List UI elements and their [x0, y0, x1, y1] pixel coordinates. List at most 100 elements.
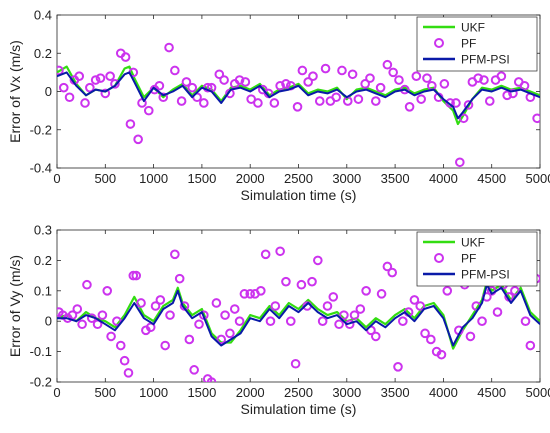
- pf-marker: [77, 319, 87, 330]
- pf-marker: [90, 75, 101, 85]
- pf-marker: [82, 279, 92, 290]
- data-layer: [57, 42, 540, 168]
- pf-marker: [353, 94, 364, 104]
- pf-marker: [67, 310, 78, 320]
- pf-marker: [416, 94, 426, 104]
- pf-marker: [123, 368, 134, 378]
- pf-marker: [361, 286, 371, 296]
- pf-marker: [199, 98, 209, 108]
- pf-marker: [260, 249, 271, 260]
- pf-marker: [158, 92, 169, 103]
- pf-marker: [388, 67, 398, 78]
- pf-marker: [525, 340, 536, 351]
- pf-marker: [102, 286, 113, 296]
- legend-label: PF: [461, 252, 476, 266]
- series-line-ukf: [57, 65, 540, 126]
- x-tick-label: 5000: [526, 385, 550, 400]
- pf-marker: [150, 301, 161, 311]
- pf-marker: [64, 92, 75, 103]
- x-tick-label: 2000: [236, 385, 265, 400]
- pf-marker: [439, 79, 450, 89]
- y-axis-label: Error of Vy (m/s): [7, 255, 23, 357]
- pf-marker: [313, 255, 323, 266]
- pf-marker: [155, 295, 166, 305]
- pf-marker: [520, 316, 531, 327]
- pf-marker: [370, 96, 381, 106]
- x-tick-label: 500: [94, 385, 116, 400]
- pf-marker: [105, 71, 115, 81]
- pf-marker: [382, 59, 393, 70]
- x-tick-label: 1000: [139, 171, 168, 186]
- pf-marker: [314, 96, 325, 106]
- pf-marker: [270, 301, 281, 311]
- pf-marker: [317, 316, 328, 327]
- pf-marker: [58, 82, 69, 93]
- pf-marker: [253, 98, 263, 108]
- pf-marker: [334, 319, 344, 330]
- pf-marker: [275, 80, 285, 91]
- pf-marker: [510, 286, 520, 296]
- pf-marker: [308, 71, 318, 81]
- pf-marker: [206, 377, 217, 382]
- x-tick-label: 3000: [332, 171, 361, 186]
- pf-marker: [115, 340, 126, 351]
- pf-marker: [97, 310, 108, 320]
- pf-marker: [100, 88, 111, 99]
- x-tick-label: 1000: [139, 385, 168, 400]
- pf-marker: [382, 261, 393, 272]
- series-line-pfm-psi: [57, 71, 540, 120]
- pf-marker: [420, 328, 430, 339]
- x-tick-label: 1500: [187, 171, 216, 186]
- pf-marker: [106, 331, 116, 342]
- pf-marker: [72, 304, 83, 314]
- series-line-pfm-psi: [57, 283, 540, 347]
- x-tick-label: 500: [94, 171, 116, 186]
- pf-marker: [331, 92, 341, 103]
- pf-marker: [189, 365, 199, 375]
- y-tick-label: -0.2: [30, 375, 52, 390]
- pf-marker: [519, 80, 530, 91]
- x-tick-label: 4000: [429, 385, 458, 400]
- pf-marker: [473, 73, 483, 83]
- pf-marker: [112, 316, 122, 327]
- pf-marker: [365, 73, 375, 83]
- pf-marker: [265, 316, 276, 327]
- pf-marker: [80, 98, 90, 108]
- pf-marker: [445, 98, 455, 108]
- pf-marker: [451, 98, 461, 108]
- pf-marker: [322, 301, 333, 311]
- x-tick-label: 0: [53, 171, 60, 186]
- pf-marker: [349, 310, 360, 320]
- pf-marker: [246, 94, 256, 104]
- pf-marker: [393, 362, 403, 372]
- x-tick-label: 4500: [477, 171, 506, 186]
- pf-marker: [234, 75, 245, 85]
- pf-marker: [165, 310, 175, 320]
- legend-label: UKF: [461, 236, 485, 250]
- pf-marker: [404, 102, 415, 112]
- pf-marker: [292, 102, 303, 112]
- pf-marker: [508, 88, 518, 99]
- y-tick-label: -0.1: [30, 344, 52, 359]
- x-axis-label: Simulation time (s): [241, 401, 357, 417]
- pf-marker: [256, 286, 266, 296]
- x-tick-label: 3500: [381, 171, 410, 186]
- legend-label: PFM-PSI: [461, 53, 510, 67]
- pf-marker: [328, 292, 339, 302]
- legend-label: PFM-PSI: [461, 268, 510, 282]
- pf-marker: [170, 249, 180, 260]
- pf-marker: [458, 113, 469, 124]
- y-axis-label: Error of Vx (m/s): [7, 40, 23, 143]
- pf-marker: [426, 334, 436, 345]
- legend-marker-pf: [434, 38, 444, 48]
- pf-marker: [136, 298, 146, 308]
- pf-marker: [297, 65, 308, 76]
- pf-marker: [492, 307, 503, 317]
- pf-marker: [290, 358, 301, 369]
- y-tick-label: -0.4: [30, 161, 52, 176]
- pf-marker: [187, 82, 198, 93]
- pf-marker: [239, 289, 250, 299]
- pf-marker: [355, 304, 366, 314]
- legend-label: PF: [461, 37, 476, 51]
